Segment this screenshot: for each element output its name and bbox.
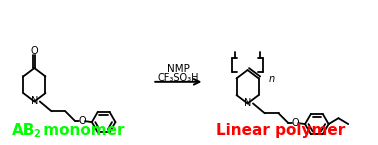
Text: monomer: monomer	[38, 123, 125, 138]
Text: NMP: NMP	[167, 64, 190, 74]
Text: 2: 2	[33, 129, 40, 139]
Text: O: O	[31, 46, 38, 56]
Text: Linear polymer: Linear polymer	[216, 123, 345, 138]
Text: n: n	[268, 74, 274, 84]
Text: AB: AB	[12, 123, 35, 138]
Text: O: O	[78, 116, 86, 126]
Text: O: O	[291, 118, 299, 128]
Text: CF₃SO₃H: CF₃SO₃H	[158, 73, 199, 83]
Text: N: N	[244, 98, 251, 108]
Text: N: N	[31, 96, 38, 106]
